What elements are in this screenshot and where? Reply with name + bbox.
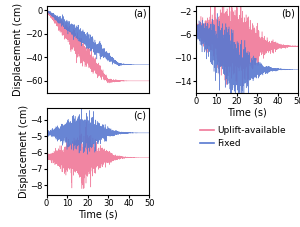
Legend: Uplift-available, Fixed: Uplift-available, Fixed (200, 126, 286, 148)
X-axis label: Time (s): Time (s) (78, 210, 118, 220)
Text: (a): (a) (133, 8, 146, 18)
Text: (c): (c) (133, 111, 146, 121)
Y-axis label: Displacement (cm): Displacement (cm) (19, 105, 28, 198)
Y-axis label: Displacement (cm): Displacement (cm) (13, 2, 23, 96)
Text: (b): (b) (281, 8, 296, 18)
X-axis label: Time (s): Time (s) (227, 107, 267, 117)
